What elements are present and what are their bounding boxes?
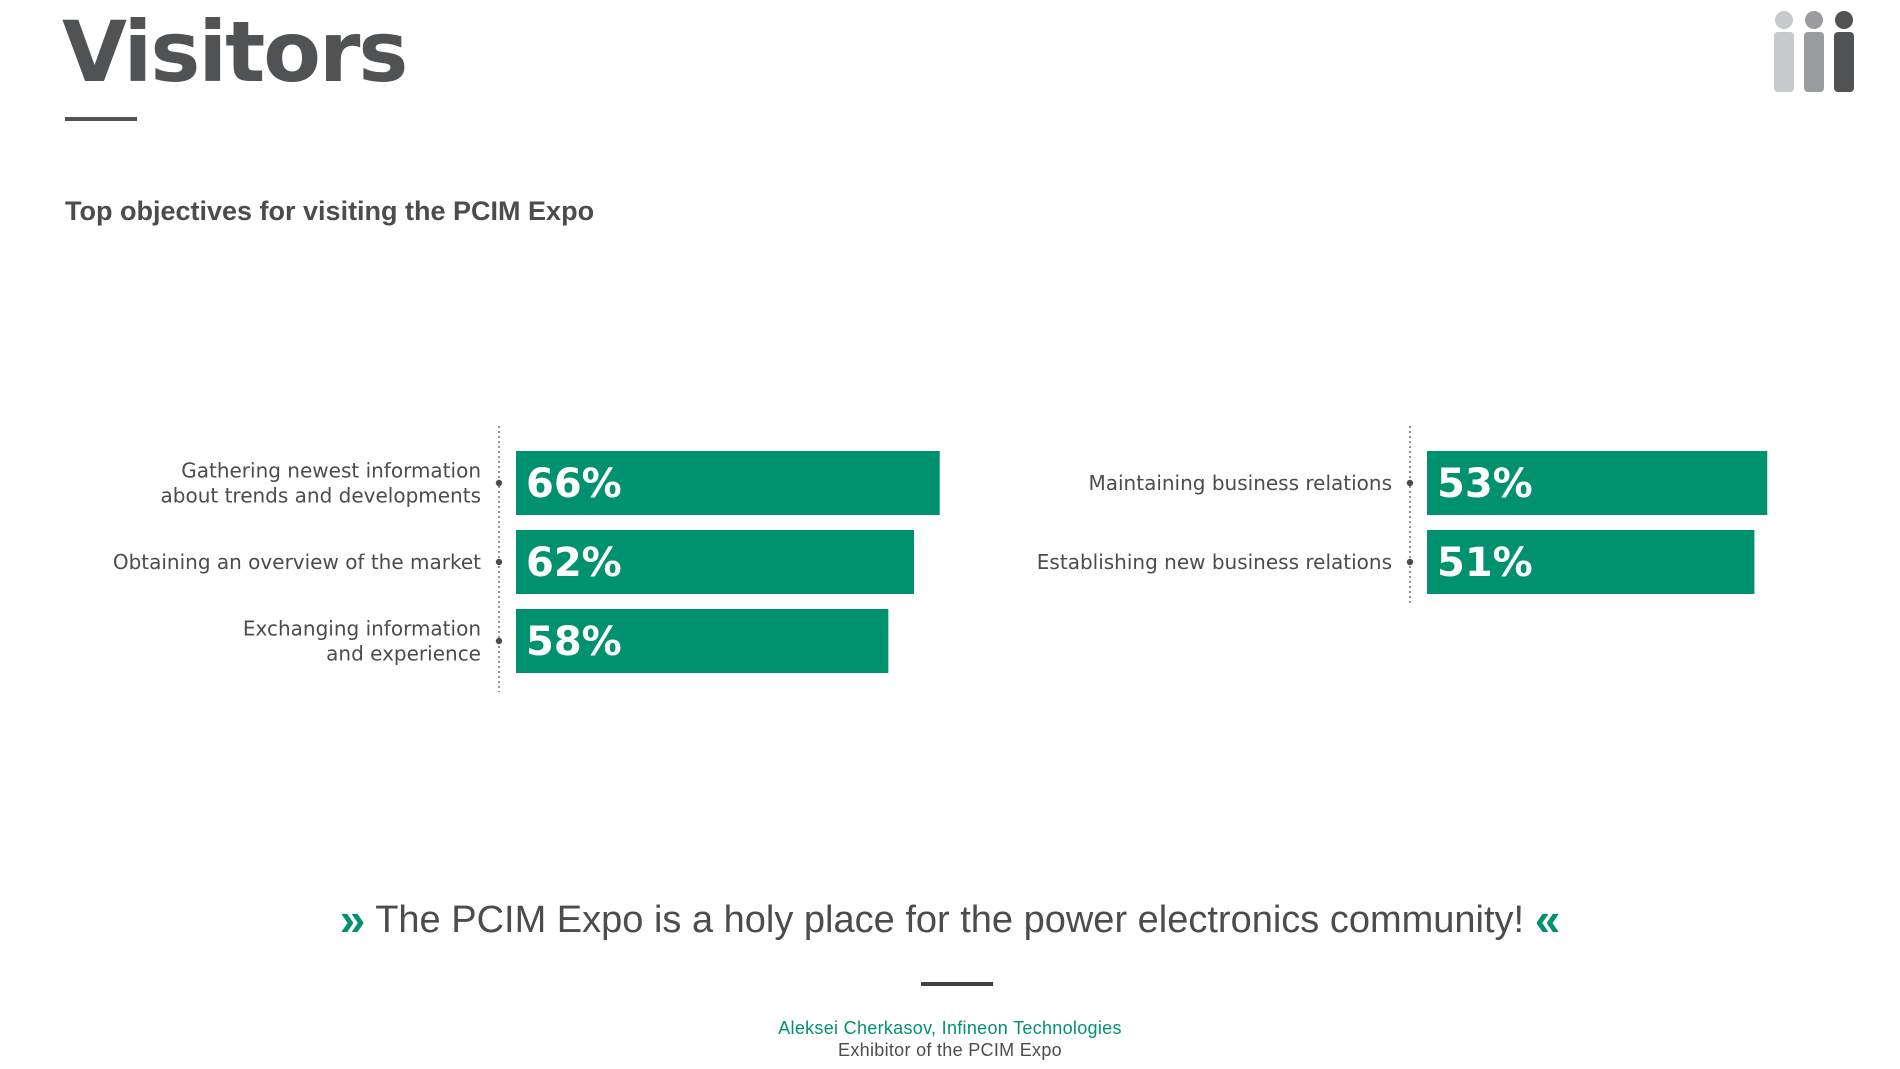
bar bbox=[516, 451, 940, 515]
bar-value-label: 66% bbox=[526, 461, 622, 507]
bar-value-label: 51% bbox=[1437, 540, 1533, 586]
title-underline bbox=[65, 117, 137, 121]
chart-subtitle: Top objectives for visiting the PCIM Exp… bbox=[65, 196, 595, 226]
axis-tick-dot bbox=[495, 479, 503, 487]
bar bbox=[1427, 530, 1755, 594]
page-title: Visitors bbox=[62, 3, 408, 101]
axis-tick-dot bbox=[1406, 479, 1414, 487]
quote-author: Aleksei Cherkasov, Infineon Technologies bbox=[778, 1018, 1122, 1038]
category-label: Maintaining business relations bbox=[1088, 471, 1392, 495]
double-chevron-left-icon: « bbox=[1534, 893, 1561, 945]
quote-text: The PCIM Expo is a holy place for the po… bbox=[375, 899, 1525, 941]
bar-value-label: 62% bbox=[526, 540, 622, 586]
bar-value-label: 53% bbox=[1437, 461, 1533, 507]
bar bbox=[1427, 451, 1768, 515]
category-label: Establishing new business relations bbox=[1037, 550, 1392, 574]
double-chevron-right-icon: » bbox=[339, 893, 366, 945]
quote-divider bbox=[921, 982, 993, 986]
bar bbox=[516, 609, 889, 673]
quote-author-role: Exhibitor of the PCIM Expo bbox=[838, 1040, 1062, 1060]
quote: » The PCIM Expo is a holy place for the … bbox=[0, 892, 1900, 946]
people-group-icon bbox=[1774, 11, 1854, 92]
category-label: Gathering newest information about trends… bbox=[161, 459, 481, 508]
axis-tick-dot bbox=[1406, 558, 1414, 566]
axis-tick-dot bbox=[495, 637, 503, 645]
bar bbox=[516, 530, 915, 594]
bar-panel-2: 53% Maintaining business relations 51% Esta… bbox=[1037, 426, 1768, 606]
category-label: Exchanging information and experience bbox=[243, 617, 481, 666]
axis-tick-dot bbox=[495, 558, 503, 566]
bar-panel-1: 66% Gathering newest information about tre… bbox=[113, 426, 940, 692]
category-label: Obtaining an overview of the market bbox=[113, 550, 481, 574]
bar-value-label: 58% bbox=[526, 619, 622, 665]
